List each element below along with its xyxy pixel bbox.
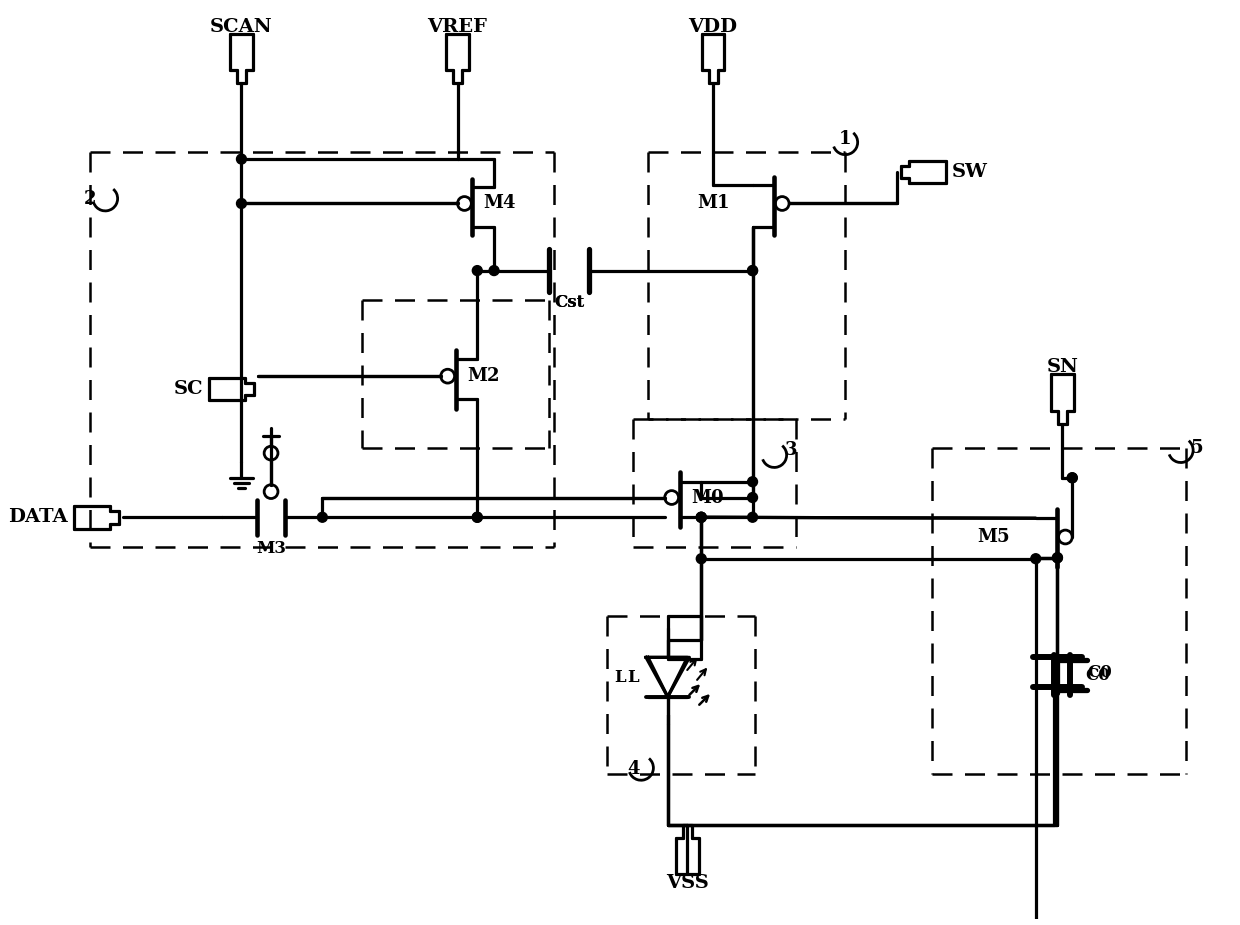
Circle shape: [697, 512, 707, 523]
Circle shape: [748, 265, 758, 276]
Text: L: L: [615, 669, 626, 685]
Text: SC: SC: [174, 380, 203, 398]
Text: SN: SN: [1047, 358, 1079, 376]
Text: 1: 1: [839, 130, 852, 148]
Text: 4: 4: [627, 759, 640, 778]
Text: 3: 3: [785, 441, 797, 459]
Text: M4: M4: [484, 194, 516, 213]
Circle shape: [697, 554, 707, 563]
Text: DATA: DATA: [9, 508, 68, 526]
Circle shape: [748, 476, 758, 487]
Circle shape: [1068, 473, 1078, 483]
Circle shape: [472, 512, 482, 523]
Text: VSS: VSS: [666, 874, 709, 893]
Circle shape: [237, 154, 247, 164]
Text: SCAN: SCAN: [210, 18, 273, 36]
Text: M1: M1: [697, 194, 729, 213]
Circle shape: [748, 265, 758, 276]
Circle shape: [317, 512, 327, 523]
Text: C0: C0: [1087, 663, 1112, 681]
Circle shape: [1053, 553, 1063, 562]
Text: SW: SW: [952, 163, 988, 181]
Circle shape: [472, 265, 482, 276]
Text: 5: 5: [1190, 439, 1203, 457]
Circle shape: [1030, 554, 1040, 563]
Text: C0: C0: [1085, 667, 1110, 684]
Circle shape: [237, 199, 247, 208]
Text: L: L: [627, 669, 639, 685]
Text: VDD: VDD: [688, 18, 738, 36]
Text: M2: M2: [467, 367, 500, 385]
Text: M0: M0: [691, 488, 723, 507]
Text: 2: 2: [84, 190, 97, 207]
Text: M3: M3: [255, 540, 286, 558]
Text: VREF: VREF: [428, 18, 487, 36]
Circle shape: [697, 512, 707, 523]
Circle shape: [748, 493, 758, 502]
Circle shape: [489, 265, 498, 276]
Text: Cst: Cst: [554, 293, 584, 311]
Circle shape: [1053, 553, 1063, 562]
Circle shape: [1068, 473, 1078, 483]
Text: M5: M5: [977, 528, 1009, 546]
Circle shape: [472, 512, 482, 523]
Text: Cst: Cst: [554, 293, 584, 311]
Circle shape: [748, 512, 758, 523]
Circle shape: [697, 512, 707, 523]
